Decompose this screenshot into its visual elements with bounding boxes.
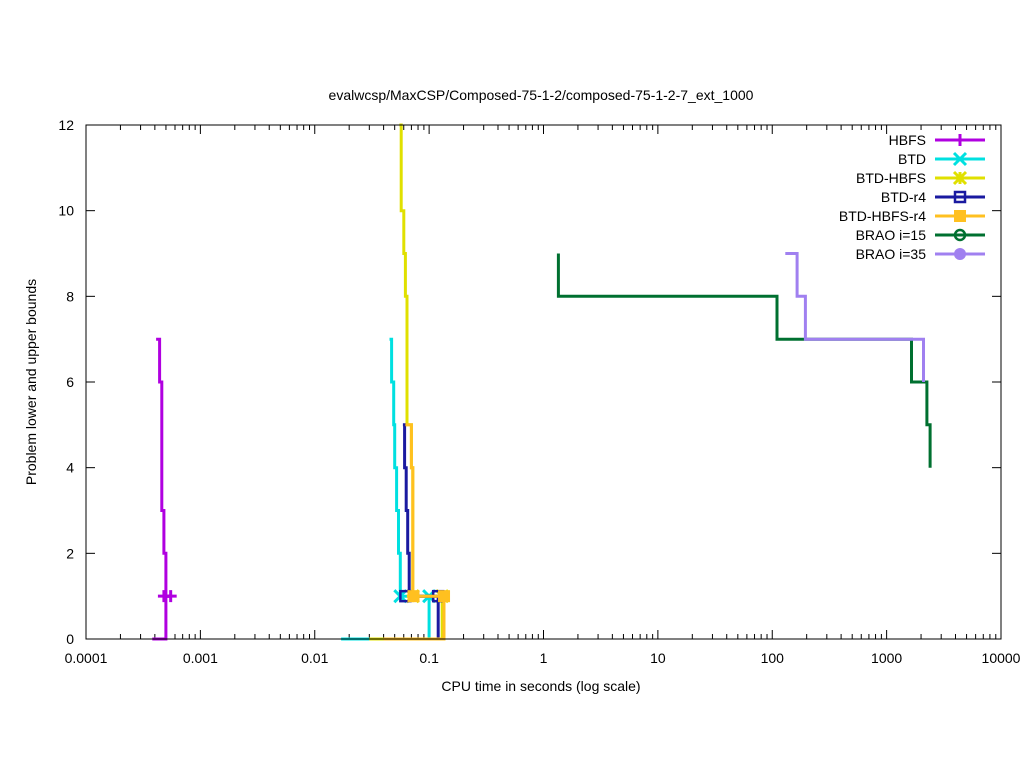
y-tick-label: 8 [66, 288, 74, 304]
legend-label: BTD [898, 151, 926, 167]
legend-label: BRAO i=15 [856, 227, 927, 243]
x-tick-label: 10 [650, 650, 666, 666]
tick-labels: 0.0001 0.001 0.01 0.1 1 10 100 1000 10000 0 2 4 6 8 10… [58, 117, 1020, 666]
y-tick-label: 10 [58, 203, 74, 219]
series-marker [164, 590, 177, 603]
series-upper-line [556, 253, 932, 468]
x-tick-label: 0.01 [301, 650, 328, 666]
legend-marker [952, 170, 968, 186]
legend-label: BTD-HBFS [856, 170, 926, 186]
legend-label: BRAO i=35 [856, 246, 927, 262]
y-tick-label: 12 [58, 117, 74, 133]
series-hbfs [152, 337, 177, 641]
series-upper-line [785, 252, 925, 382]
legend-marker [954, 134, 966, 146]
plot-frame [85, 124, 1002, 640]
series-marker [438, 590, 451, 603]
y-tick-label: 2 [66, 545, 74, 561]
x-tick-label: 0.0001 [65, 650, 108, 666]
x-tick-label: 1000 [871, 650, 902, 666]
x-tick-label: 10000 [982, 650, 1021, 666]
series-upper-line [156, 337, 171, 598]
x-tick-label: 0.1 [419, 650, 439, 666]
legend-marker [952, 151, 968, 167]
y-axis-label: Problem lower and upper bounds [23, 279, 39, 485]
legend-label: BTD-r4 [881, 189, 926, 205]
legend-label: HBFS [889, 132, 926, 148]
legend-marker [954, 210, 966, 222]
axis-ticks [85, 124, 1002, 640]
x-tick-label: 100 [761, 650, 785, 666]
legend-marker [953, 228, 967, 242]
chart-title: evalwcsp/MaxCSP/Composed-75-1-2/composed… [329, 87, 754, 103]
series-upper-line [389, 337, 430, 598]
y-tick-label: 0 [66, 631, 74, 647]
legend-label: BTD-HBFS-r4 [839, 208, 926, 224]
legend: HBFS BTD BTD-HBFS BTD-r4 BTD-HBFS-r4 BRAO i=1… [839, 132, 985, 262]
series-brao-i-15 [556, 253, 932, 468]
series-marker [407, 590, 420, 603]
y-tick-label: 6 [66, 374, 74, 390]
x-axis-label: CPU time in seconds (log scale) [441, 678, 640, 694]
legend-marker [953, 190, 967, 204]
series-upper-line [402, 423, 439, 598]
x-tick-label: 0.001 [183, 650, 218, 666]
series-brao-i-35 [785, 252, 925, 382]
y-tick-label: 4 [66, 460, 74, 476]
legend-marker [954, 248, 966, 260]
x-tick-label: 1 [540, 650, 548, 666]
